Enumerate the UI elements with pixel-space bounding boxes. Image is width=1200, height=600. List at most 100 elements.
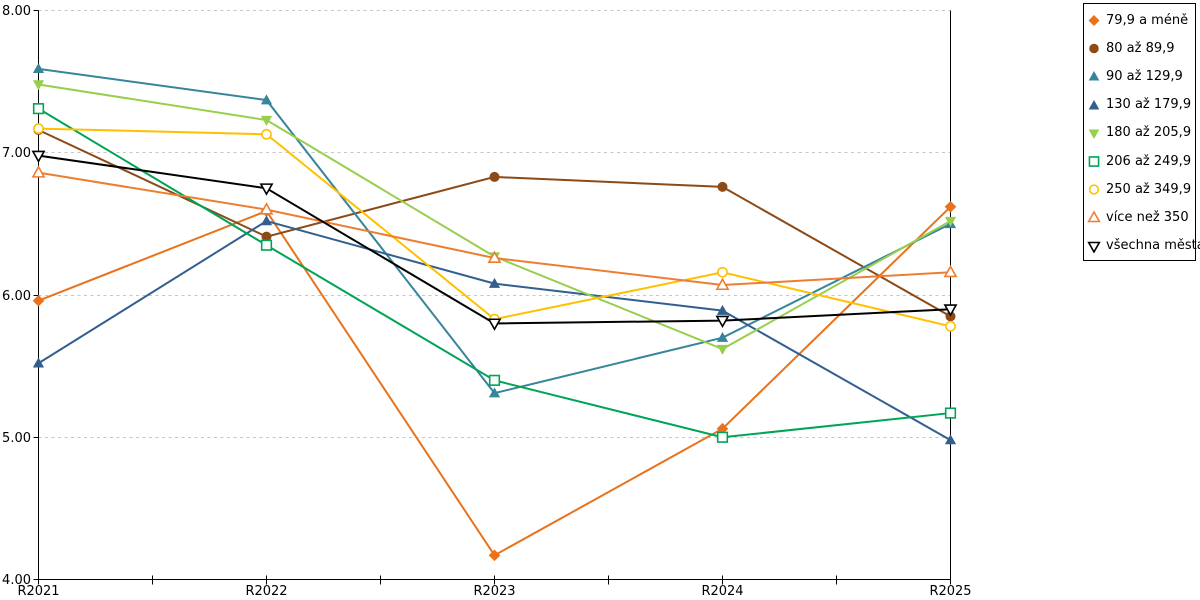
- legend-item: všechna města: [1084, 232, 1200, 260]
- triangle-up-open-marker: [1087, 210, 1101, 223]
- x-tick-label: R2022: [245, 584, 287, 599]
- triangle-up-open-marker: [487, 250, 502, 264]
- series: [32, 103, 957, 443]
- legend-item: 80 až 89,9: [1084, 34, 1195, 62]
- triangle-up-open-marker: [259, 202, 274, 215]
- series-line: [38, 129, 951, 318]
- triangle-down-open-marker: [259, 183, 274, 196]
- legend-label: 206 až 249,9: [1106, 153, 1192, 169]
- circle-open-marker: [1088, 184, 1100, 195]
- circle-icon: [1088, 184, 1100, 195]
- triangle-up-marker: [1088, 99, 1100, 110]
- triangle-up-marker: [716, 304, 729, 315]
- series-line: [38, 127, 951, 328]
- square-open-marker: [716, 431, 729, 443]
- legend-item: 79,9 a méně: [1084, 6, 1195, 34]
- legend-label: 180 až 205,9: [1106, 125, 1192, 141]
- y-tick-label: 4.00: [2, 573, 31, 588]
- legend-label: více než 350: [1106, 209, 1189, 225]
- legend-item: 130 až 179,9: [1084, 91, 1195, 119]
- circle-marker: [717, 181, 728, 192]
- triangle-down-marker: [32, 80, 45, 91]
- series: [32, 80, 957, 355]
- circle-marker: [489, 171, 500, 182]
- triangle-down-marker: [1088, 129, 1100, 139]
- triangle-up-icon: [1087, 210, 1101, 223]
- x-tick-label: R2023: [473, 584, 515, 599]
- triangle-down-marker: [260, 115, 273, 126]
- triangle-down-icon: [1088, 129, 1100, 139]
- circle-icon: [1089, 44, 1099, 54]
- legend-item: 180 až 205,9: [1084, 119, 1195, 147]
- series-line: [38, 67, 951, 395]
- triangle-up-marker: [488, 387, 501, 398]
- diamond-marker: [1088, 15, 1100, 27]
- series: [33, 123, 956, 332]
- legend-item: více než 350: [1084, 203, 1195, 231]
- triangle-up-marker: [944, 434, 957, 445]
- triangle-up-marker: [716, 331, 729, 342]
- square-open-marker: [488, 374, 501, 386]
- series: [33, 124, 956, 322]
- legend-label: 79,9 a méně: [1106, 12, 1189, 28]
- circle-open-marker: [717, 266, 728, 278]
- triangle-down-open-marker: [31, 150, 46, 164]
- y-tick-label: 7.00: [2, 146, 31, 161]
- series: [31, 165, 958, 291]
- triangle-down-open-marker: [715, 315, 730, 329]
- diamond-marker: [944, 201, 957, 213]
- square-open-marker: [1088, 156, 1100, 167]
- circle-marker: [1089, 44, 1099, 54]
- triangle-up-marker: [1088, 71, 1100, 81]
- y-tick-label: 5.00: [2, 431, 31, 446]
- triangle-down-open-marker: [943, 304, 958, 317]
- diamond-marker: [32, 294, 45, 307]
- y-tick-label: 6.00: [2, 289, 31, 304]
- legend-label: 250 až 349,9: [1106, 181, 1192, 197]
- legend-label: všechna města: [1106, 238, 1200, 254]
- triangle-up-marker: [260, 94, 273, 105]
- triangle-up-marker: [32, 63, 45, 74]
- square-open-marker: [944, 407, 957, 419]
- square-open-marker: [260, 239, 273, 251]
- triangle-up-open-marker: [715, 277, 730, 291]
- triangle-down-icon: [1087, 241, 1101, 253]
- triangle-up-icon: [1088, 71, 1100, 81]
- diamond-icon: [1088, 15, 1100, 27]
- x-tick-label: R2025: [929, 584, 971, 599]
- triangle-down-marker: [944, 216, 957, 227]
- x-tick-label: R2021: [17, 584, 59, 599]
- triangle-up-marker: [488, 277, 501, 288]
- triangle-up-marker: [32, 357, 45, 368]
- legend-item: 206 až 249,9: [1084, 147, 1195, 175]
- circle-open-marker: [33, 123, 44, 134]
- diamond-marker: [716, 422, 729, 435]
- triangle-down-marker: [716, 344, 729, 355]
- series: [32, 63, 957, 398]
- chart-legend: 79,9 a méně 80 až 89,9 90 až 129,9 130 až 1…: [1083, 3, 1200, 261]
- x-tick-label: R2024: [701, 584, 743, 599]
- legend-item: 90 až 129,9: [1084, 62, 1195, 90]
- triangle-down-open-marker: [487, 318, 502, 331]
- series: [31, 150, 958, 331]
- triangle-down-open-marker: [1087, 241, 1101, 253]
- square-open-marker: [32, 103, 45, 115]
- diamond-marker: [488, 549, 501, 562]
- series: [32, 215, 957, 445]
- triangle-up-open-marker: [943, 264, 958, 278]
- triangle-up-open-marker: [31, 165, 46, 178]
- circle-open-marker: [261, 128, 272, 140]
- triangle-up-marker: [260, 215, 273, 226]
- legend-label: 130 až 179,9: [1106, 97, 1192, 113]
- circle-open-marker: [945, 320, 956, 332]
- legend-label: 90 až 129,9: [1106, 68, 1183, 84]
- triangle-up-icon: [1088, 99, 1100, 110]
- square-icon: [1088, 156, 1100, 167]
- legend-item: 250 až 349,9: [1084, 175, 1195, 203]
- y-tick-label: 8.00: [2, 4, 31, 19]
- circle-marker: [261, 231, 272, 242]
- legend-label: 80 až 89,9: [1106, 40, 1175, 56]
- series-line: [38, 83, 951, 351]
